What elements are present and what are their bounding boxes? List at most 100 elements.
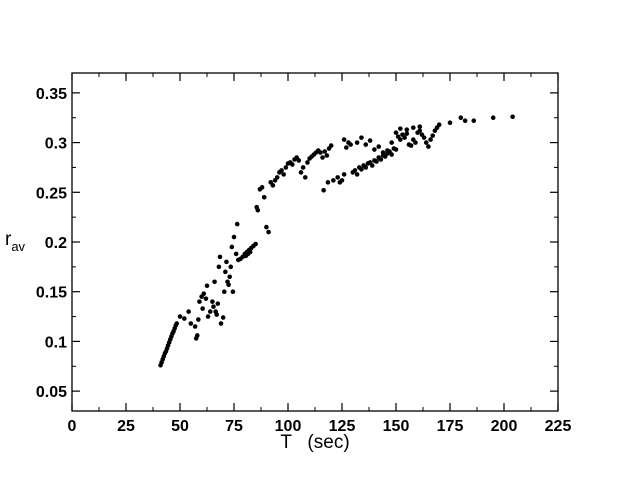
x-tick-label: 200 [491,418,518,435]
data-point [380,150,386,155]
data-point [447,120,453,126]
data-point [200,306,205,311]
plot-frame [71,72,559,412]
y-tick-label: 0.2 [45,235,67,252]
y-tick-label: 0.35 [36,86,67,103]
x-tick-label: 0 [68,418,77,435]
data-point [214,312,220,317]
data-point [223,269,228,275]
x-tick-label: 175 [437,418,464,435]
data-point [233,251,239,257]
data-point [217,254,223,260]
y-axis-title: rav [5,229,26,254]
data-points [158,114,515,368]
x-tick-label: 125 [329,418,356,435]
data-point [389,152,394,157]
data-point [216,264,222,270]
data-point [194,333,200,338]
data-point [220,315,226,320]
data-point [352,168,358,173]
data-point [339,178,345,183]
data-point [259,185,265,190]
data-point [255,207,261,213]
data-point [247,249,253,255]
x-axis-title: T (sec) [280,432,349,453]
data-point [218,321,224,326]
data-point [264,224,269,230]
data-point [215,301,221,306]
data-point [385,148,390,153]
data-point [389,140,394,145]
x-tick-label: 100 [275,418,302,435]
data-point [367,138,373,143]
data-point [274,175,280,180]
data-point [344,145,349,150]
data-point [328,143,334,148]
data-point [430,133,436,138]
y-tick-label: 0.15 [36,285,67,302]
data-point [413,140,418,145]
y-tick-label: 0.05 [36,384,67,401]
data-point [229,244,235,250]
data-point [231,234,237,240]
data-point [417,128,423,133]
data-point [321,188,326,193]
data-point [221,289,227,295]
data-point [234,221,240,227]
data-point [458,115,464,121]
x-tick-label: 150 [383,418,410,435]
data-point [204,283,210,289]
data-point [270,183,276,188]
x-tick-labels: 0 25 50 75 100 125 150 175 200 225 [68,418,572,435]
data-point [226,282,231,288]
data-point [410,125,416,130]
data-point [393,147,399,152]
data-point [296,158,302,163]
data-point [279,168,284,173]
data-point [354,172,360,177]
data-point [281,172,286,177]
data-point [324,153,330,158]
data-point [188,321,194,326]
data-point [398,137,403,142]
data-point [302,175,308,180]
data-point [341,172,347,177]
data-point [318,150,323,155]
y-tick-label: 0.25 [36,185,67,202]
axis-ticks [71,73,559,411]
y-tick-label: 0.1 [45,334,67,351]
data-point [393,130,399,135]
data-point [298,170,304,175]
data-point [227,274,232,280]
data-point [205,314,211,319]
x-tick-label: 75 [225,418,243,435]
data-point [197,299,202,304]
data-point [510,114,515,120]
data-point [207,309,213,314]
data-point [363,165,369,170]
data-point [224,259,229,265]
y-tick-label: 0.3 [45,136,67,153]
data-point [348,142,353,147]
data-point [331,178,336,183]
data-point [266,229,271,235]
data-point [177,314,183,319]
x-tick-label: 25 [117,418,135,435]
data-point [359,135,364,140]
data-point [253,241,258,247]
data-point [402,135,407,140]
y-axis-title-sub: av [11,239,25,254]
data-point [378,157,384,162]
data-point [421,135,427,140]
data-point [471,118,477,124]
data-point [398,126,403,131]
data-point [212,279,217,285]
data-point [210,299,215,304]
data-point [230,289,236,295]
data-point [404,127,410,132]
data-point [417,124,423,129]
data-point [283,165,289,170]
data-point [426,144,431,149]
data-point [201,291,207,296]
data-point [369,163,375,168]
